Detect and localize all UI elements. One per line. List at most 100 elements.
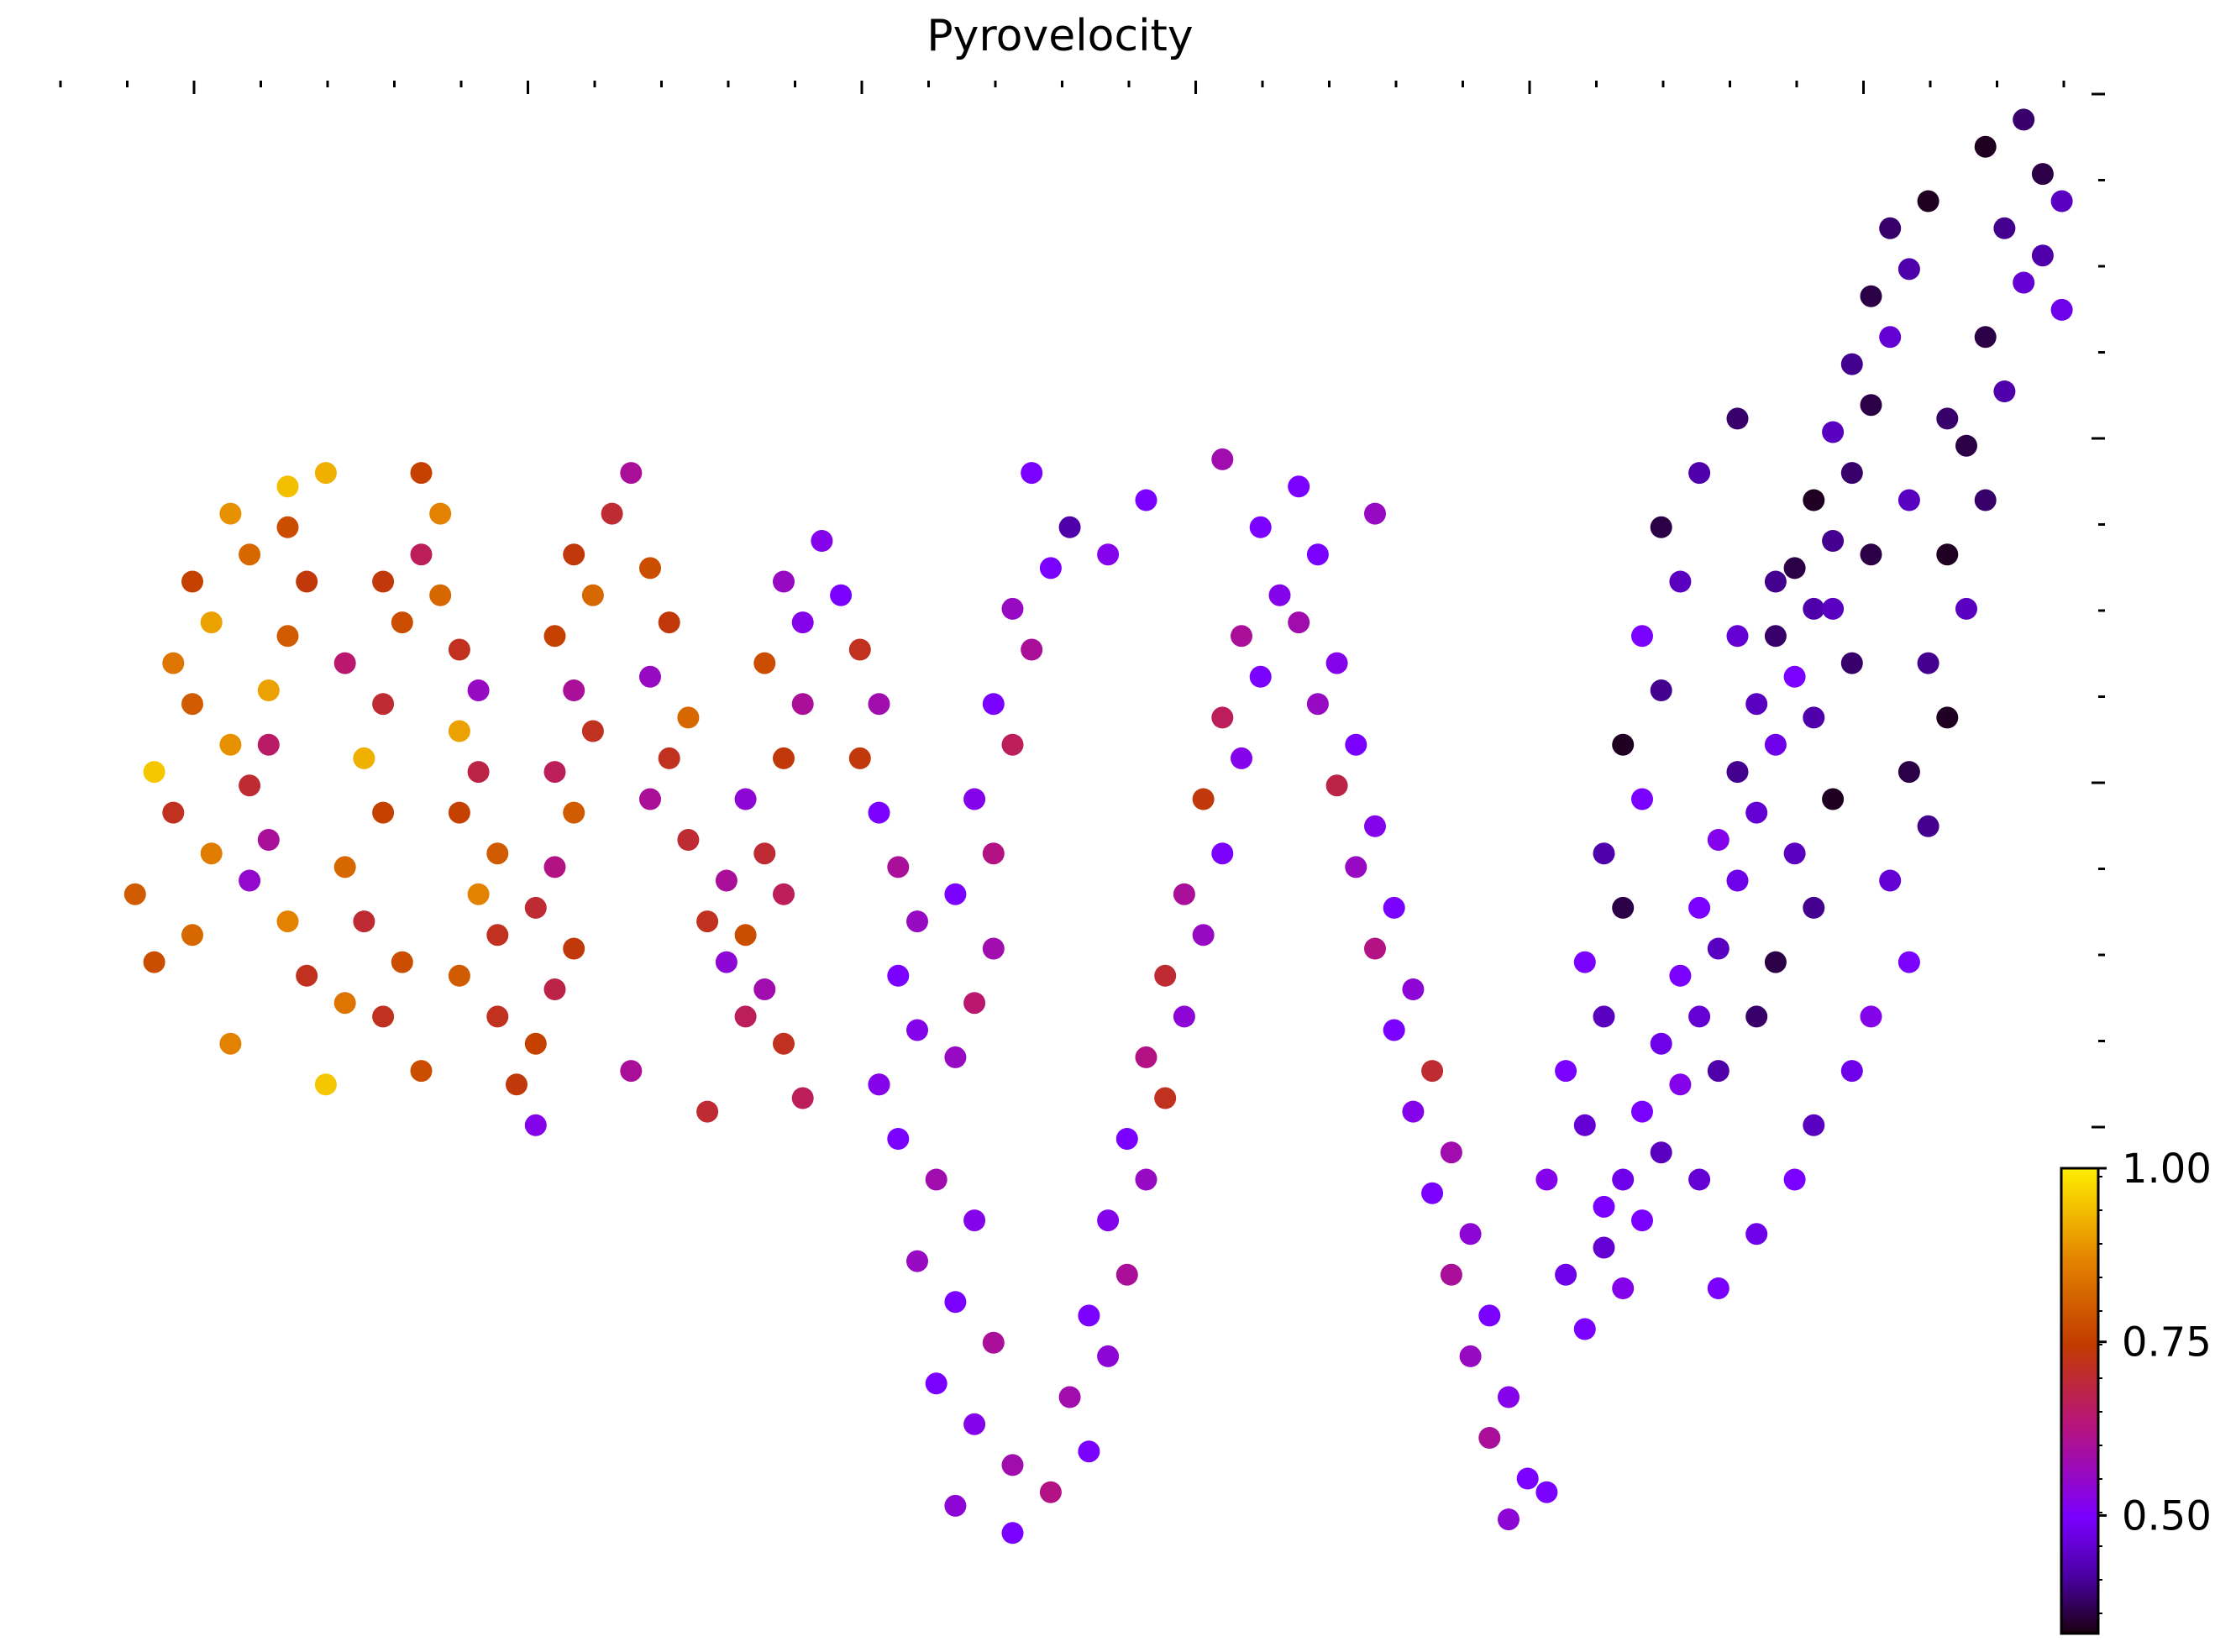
scatter-point <box>1688 1168 1711 1191</box>
scatter-point <box>2013 108 2035 131</box>
scatter-point <box>906 1019 928 1041</box>
scatter-point <box>639 557 661 580</box>
scatter-point <box>1707 937 1729 960</box>
scatter-point <box>563 543 585 566</box>
scatter-point <box>2050 190 2073 212</box>
scatter-point <box>1669 964 1692 987</box>
scatter-point <box>1555 1060 1577 1083</box>
scatter-point <box>1726 761 1749 784</box>
scatter-point <box>1612 1277 1635 1299</box>
scatter-point <box>963 992 986 1015</box>
scatter-point <box>1192 924 1215 947</box>
scatter-point <box>734 788 757 810</box>
scatter-point <box>1669 570 1692 593</box>
scatter-point <box>219 733 242 756</box>
scatter-point <box>448 638 470 661</box>
scatter-point <box>1001 733 1024 756</box>
colorbar-gradient <box>2060 1167 2100 1635</box>
scatter-point <box>1783 665 1806 688</box>
scatter-point <box>1440 1263 1462 1286</box>
scatter-point <box>1325 774 1348 797</box>
scatter-point <box>1573 1318 1596 1340</box>
scatter-point <box>1593 1005 1615 1028</box>
scatter-point <box>296 570 318 593</box>
scatter-point <box>773 883 795 905</box>
scatter-point <box>963 1209 986 1232</box>
scatter-point <box>2013 271 2035 294</box>
scatter-point <box>601 502 623 525</box>
scatter-point <box>696 910 719 933</box>
scatter-point <box>1707 1277 1729 1299</box>
scatter-point <box>1974 135 1997 158</box>
scatter-point <box>887 964 910 987</box>
scatter-point <box>1707 1060 1729 1083</box>
scatter-point <box>963 788 986 810</box>
scatter-point <box>1688 462 1711 485</box>
scatter-point <box>1345 856 1367 878</box>
scatter-point <box>1783 557 1806 580</box>
scatter-point <box>524 896 547 919</box>
scatter-point <box>296 964 318 987</box>
scatter-point <box>1650 679 1672 701</box>
scatter-point <box>1840 462 1863 485</box>
scatter-point <box>448 964 470 987</box>
scatter-point <box>1897 951 1920 973</box>
scatter-point <box>1879 217 1902 239</box>
scatter-point <box>372 693 395 716</box>
scatter-point <box>1058 516 1081 538</box>
scatter-point <box>543 761 566 784</box>
scatter-point <box>734 1005 757 1028</box>
colorbar-tick-label: 0.75 <box>2122 1319 2212 1366</box>
scatter-point <box>219 502 242 525</box>
scatter-point <box>563 679 585 701</box>
scatter-point <box>1612 1168 1635 1191</box>
scatter-point <box>1726 869 1749 892</box>
scatter-point <box>830 584 853 606</box>
scatter-point <box>1173 883 1195 905</box>
scatter-point <box>162 801 185 824</box>
scatter-point <box>1001 597 1024 620</box>
scatter-point <box>333 992 356 1015</box>
scatter-point <box>276 475 299 498</box>
scatter-point <box>391 951 413 973</box>
scatter-point <box>791 693 814 716</box>
scatter-point <box>1745 1005 1768 1028</box>
scatter-point <box>314 462 337 485</box>
scatter-point <box>639 665 661 688</box>
scatter-point <box>1192 788 1215 810</box>
scatter-point <box>639 788 661 810</box>
scatter-point <box>524 1032 547 1055</box>
scatter-point <box>1936 706 1959 729</box>
scatter-point <box>200 611 223 634</box>
scatter-point <box>543 978 566 1000</box>
scatter-point <box>1421 1182 1444 1204</box>
scatter-point <box>1822 597 1845 620</box>
scatter-point <box>1764 733 1787 756</box>
scatter-point <box>1345 733 1367 756</box>
scatter-point <box>2050 298 2073 321</box>
scatter-point <box>791 1087 814 1109</box>
scatter-point <box>1993 217 2016 239</box>
scatter-point <box>123 883 146 905</box>
scatter-point <box>410 462 433 485</box>
scatter-point <box>219 1032 242 1055</box>
scatter-point <box>467 883 490 905</box>
scatter-point <box>543 625 566 648</box>
scatter-point <box>181 570 203 593</box>
scatter-point <box>1726 625 1749 648</box>
scatter-point <box>1897 258 1920 281</box>
scatter-point <box>1306 693 1329 716</box>
scatter-point <box>200 842 223 865</box>
scatter-point <box>753 652 776 674</box>
scatter-point <box>791 611 814 634</box>
colorbar-tick-label: 0.50 <box>2122 1492 2212 1539</box>
scatter-point <box>677 829 700 851</box>
scatter-point <box>982 1331 1005 1354</box>
scatter-point <box>1955 434 1977 457</box>
scatter-point <box>1249 665 1272 688</box>
scatter-point <box>811 530 833 552</box>
scatter-point <box>143 951 165 973</box>
scatter-point <box>1364 815 1386 837</box>
scatter-point <box>1135 1046 1157 1068</box>
